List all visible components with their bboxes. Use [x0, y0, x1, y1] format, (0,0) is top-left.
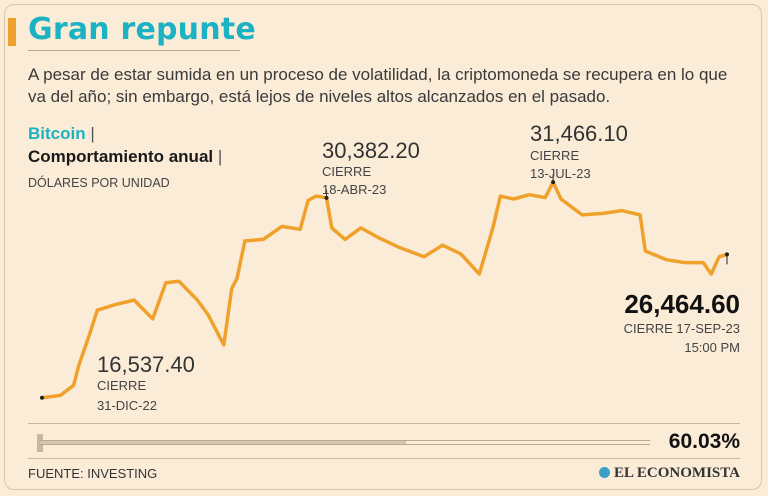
divider-top: [28, 423, 740, 424]
page-title: Gran repunte: [28, 12, 256, 47]
annotation-jul-date: 13-JUL-23: [530, 166, 591, 181]
annotation-jul-label: CIERRE: [530, 148, 579, 163]
brand-name: EL ECONOMISTA: [614, 465, 740, 481]
annotation-apr-value: 30,382.20: [322, 138, 420, 163]
units-label: DÓLARES POR UNIDAD: [28, 176, 170, 190]
series-separator: |: [90, 124, 95, 143]
annotation-last-time: 15:00 PM: [684, 340, 740, 355]
series-description-separator: |: [217, 147, 223, 166]
change-percent: 60.03%: [668, 430, 740, 453]
marker-jul: [551, 180, 556, 185]
annotation-start-date: 31-DIC-22: [97, 398, 157, 413]
brand-logo: EL ECONOMISTA: [599, 465, 740, 482]
annotation-last-label: CIERRE 17-SEP-23: [624, 321, 740, 336]
bitcoin-series-line: [40, 180, 729, 400]
brand-globe-icon: [599, 467, 610, 478]
marker-apr: [324, 195, 329, 200]
annotation-last-value: 26,464.60: [624, 289, 740, 319]
series-description-text: Comportamiento anual: [28, 147, 214, 166]
change-progress-track: [40, 440, 650, 445]
marker-last: [725, 252, 729, 257]
series-name-text: Bitcoin: [28, 124, 86, 143]
series-description: Comportamiento anual |: [28, 147, 222, 167]
source-label: FUENTE: INVESTING: [28, 466, 158, 481]
annotation-jul-value: 31,466.10: [530, 121, 628, 146]
title-accent-bar: [8, 18, 16, 46]
annotation-start-value: 16,537.40: [97, 352, 195, 377]
change-progress-fill: [40, 441, 407, 444]
divider-bottom: [28, 458, 740, 459]
page-subtitle: A pesar de estar sumida en un proceso de…: [28, 65, 728, 106]
series-name: Bitcoin |: [28, 124, 95, 144]
annotation-start-label: CIERRE: [97, 378, 146, 393]
annotation-apr-date: 18-ABR-23: [322, 182, 386, 197]
title-underline: [28, 50, 240, 51]
card-frame: [4, 4, 762, 490]
annotation-apr-label: CIERRE: [322, 164, 371, 179]
marker-start: [40, 395, 44, 400]
